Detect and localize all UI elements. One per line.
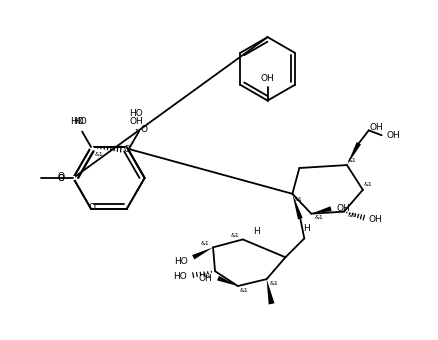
Text: O: O xyxy=(58,174,65,183)
Text: OH: OH xyxy=(370,123,384,132)
Text: &1: &1 xyxy=(364,182,372,187)
Text: HO: HO xyxy=(73,117,87,126)
Text: &1: &1 xyxy=(95,152,103,157)
Polygon shape xyxy=(311,206,332,214)
Text: &1: &1 xyxy=(240,288,248,292)
Text: H: H xyxy=(253,227,260,236)
Text: OH: OH xyxy=(130,117,144,126)
Text: &1: &1 xyxy=(230,233,239,238)
Text: OH: OH xyxy=(261,74,275,83)
Text: &1: &1 xyxy=(315,215,324,220)
Text: O: O xyxy=(123,146,130,154)
Text: &1: &1 xyxy=(201,241,209,246)
Text: HO: HO xyxy=(174,257,188,266)
Text: HO: HO xyxy=(70,117,84,126)
Text: OH: OH xyxy=(387,131,400,140)
Polygon shape xyxy=(267,279,275,305)
Text: HO: HO xyxy=(129,109,142,118)
Polygon shape xyxy=(217,276,238,286)
Text: &1: &1 xyxy=(294,197,303,202)
Text: OH: OH xyxy=(369,215,382,224)
Text: O: O xyxy=(58,174,65,183)
Text: OH: OH xyxy=(336,204,350,213)
Text: O: O xyxy=(88,203,95,212)
Polygon shape xyxy=(192,248,213,259)
Text: O: O xyxy=(58,172,65,182)
Text: &1: &1 xyxy=(347,213,356,218)
Text: H: H xyxy=(303,224,310,233)
Polygon shape xyxy=(347,142,361,165)
Text: &1: &1 xyxy=(203,273,212,278)
Text: OH: OH xyxy=(198,274,212,283)
Text: O: O xyxy=(140,125,147,134)
Polygon shape xyxy=(293,194,303,219)
Text: &1: &1 xyxy=(269,280,278,286)
Text: HO: HO xyxy=(173,272,187,280)
Text: &1: &1 xyxy=(347,157,356,163)
